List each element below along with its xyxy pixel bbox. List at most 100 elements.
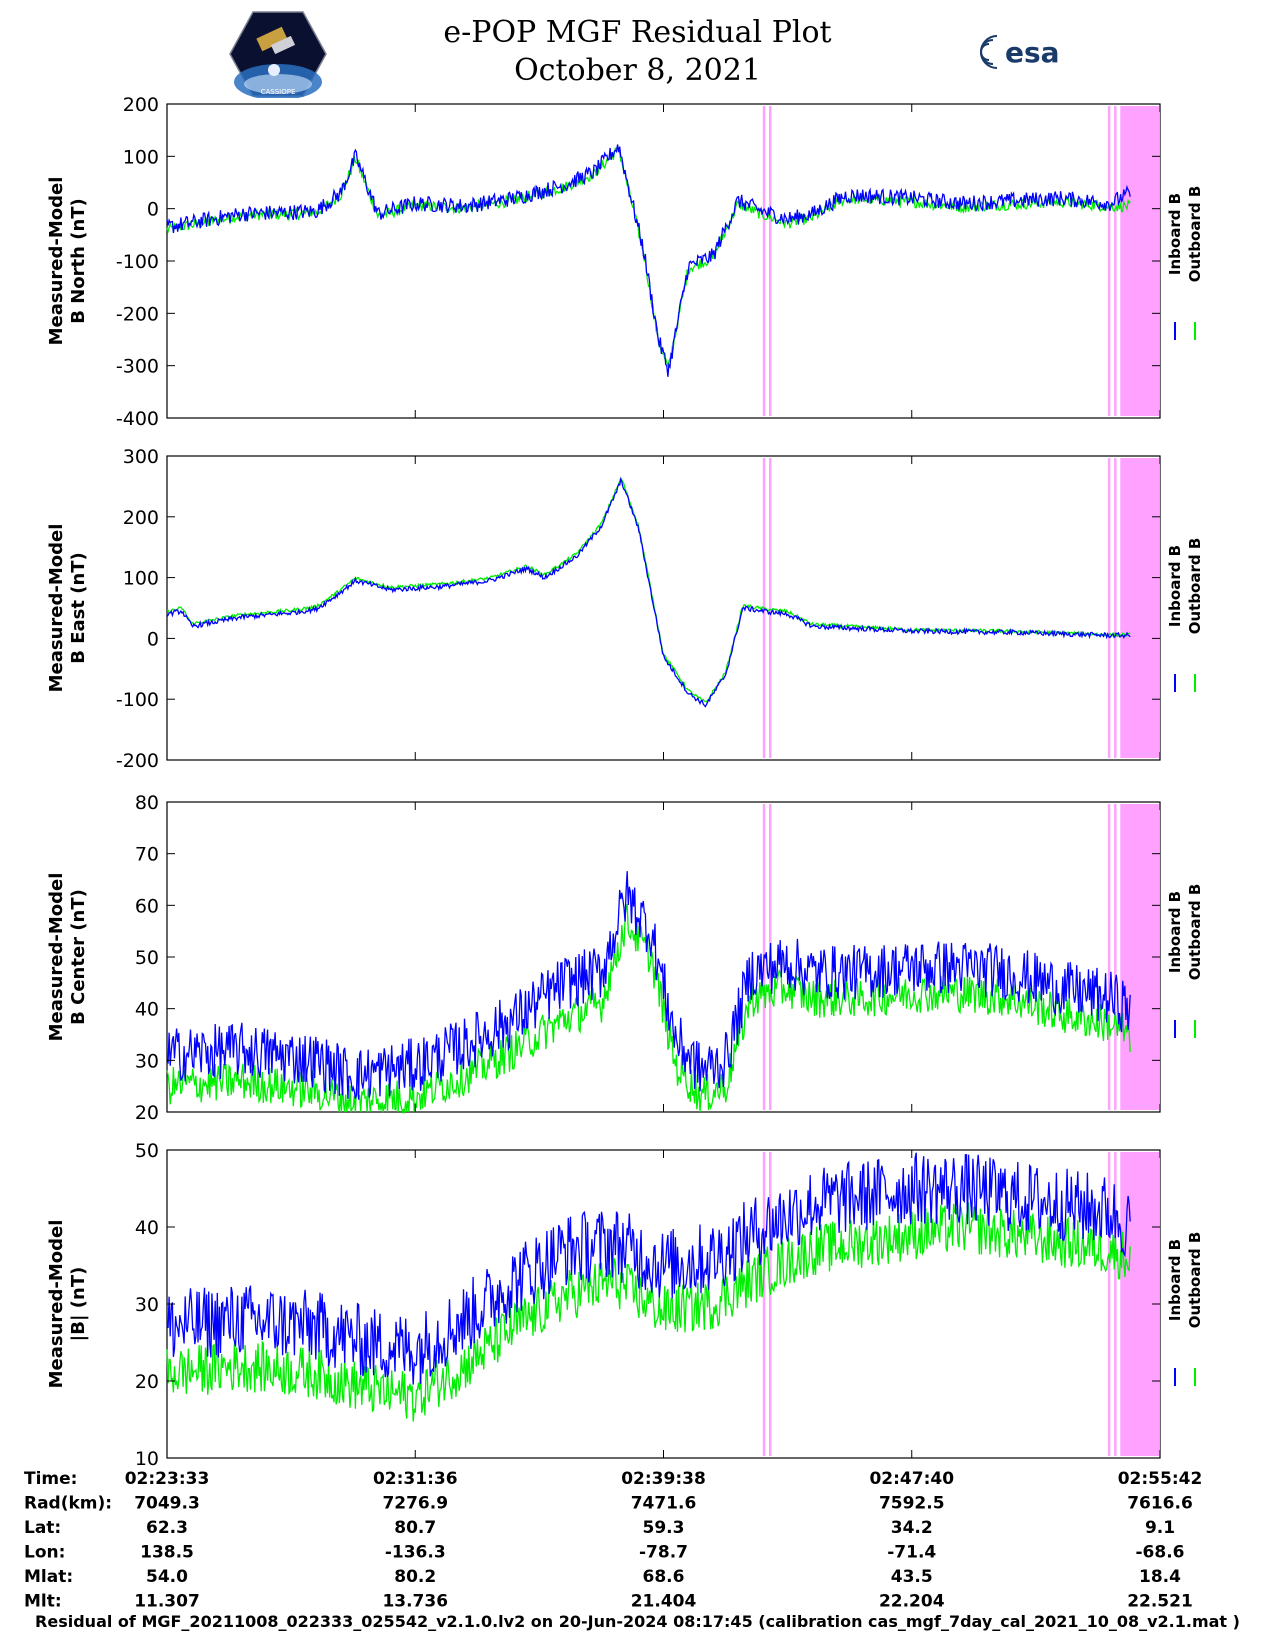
plot-frame-2 [166,455,1161,761]
ylabel-line2-2: B East (nT) [68,552,89,664]
info-label-4: Lon: [24,1543,65,1563]
info-value-2-2: 7276.9 [382,1494,448,1514]
series-line-outboard-4 [166,1202,1131,1422]
ylabel-3: Measured-Model B Center (nT) [46,873,89,1042]
ylabel-line2-4: |B| (nT) [68,1267,89,1342]
info-value-5-3: 9.1 [1145,1518,1175,1538]
ylabel-2: Measured-Model B East (nT) [46,524,89,693]
info-value-4-3: 34.2 [891,1518,933,1538]
ytick-label-3-3: 40 [135,999,159,1021]
info-value-1-2: 7049.3 [134,1494,200,1514]
flag-region-4-3 [1107,1152,1111,1456]
ytick-label-1-1: -400 [116,408,159,430]
plot-frame-3 [166,801,1161,1113]
flag-region-4-2 [769,1152,772,1456]
flag-region-4-4 [1114,1152,1117,1456]
flag-region-2-3 [1107,458,1111,758]
ytick-label-3-7: 80 [135,792,159,814]
info-value-3-4: -78.7 [639,1543,688,1563]
flag-region-3-3 [1107,804,1111,1110]
ylabel-line2-3: B Center (nT) [68,889,89,1025]
info-value-1-4: 138.5 [140,1543,194,1563]
ytick-label-1-2: -300 [116,356,159,378]
info-value-3-6: 21.404 [631,1592,697,1612]
info-label-5: Mlat: [24,1567,73,1587]
legend-2: Inboard B Outboard B [1166,538,1204,635]
info-value-4-5: 43.5 [891,1567,933,1587]
ytick-label-1-3: -200 [116,303,159,325]
cassiope-logo-text: CASSIOPE [261,88,296,96]
flag-region-1-3 [1107,106,1111,416]
ytick-label-1-4: -100 [116,251,159,273]
ytick-label-2-6: 300 [123,446,159,468]
ytick-label-2-4: 100 [123,568,159,590]
info-value-4-4: -71.4 [887,1543,936,1563]
ytick-label-3-6: 70 [135,844,159,866]
info-value-1-5: 54.0 [146,1567,188,1587]
info-value-2-6: 13.736 [382,1592,448,1612]
info-value-2-5: 80.2 [394,1567,436,1587]
ylabel-line2-1: B North (nT) [68,198,89,324]
series-line-outboard-1 [166,144,1131,367]
legend-label-3-2: Outboard B [1186,884,1204,981]
flag-region-1-2 [769,106,772,416]
ytick-label-3-4: 50 [135,947,159,969]
ylabel-line1-1: Measured-Model [46,177,67,346]
info-value-3-1: 02:39:38 [621,1469,706,1489]
title-line-1: e-POP MGF Residual Plot [443,15,832,50]
legend-1: Inboard B Outboard B [1166,186,1204,283]
info-value-4-2: 7592.5 [879,1494,945,1514]
info-value-1-6: 11.307 [134,1592,200,1612]
esa-logo: esa [980,35,1060,69]
legend-label-4-1: Inboard B [1166,1239,1184,1321]
ytick-label-1-5: 0 [147,199,159,221]
legend-label-2-2: Outboard B [1186,538,1204,635]
info-label-6: Mlt: [24,1592,62,1612]
info-label-2: Rad(km): [24,1494,112,1514]
info-value-1-3: 62.3 [146,1518,188,1538]
flag-region-1-1 [762,106,766,416]
ytick-label-4-3: 30 [135,1294,159,1316]
series-line-outboard-3 [166,904,1131,1115]
footer-caption: Residual of MGF_20211008_022333_025542_v… [35,1612,1240,1631]
ytick-label-3-5: 60 [135,895,159,917]
ytick-label-2-5: 200 [123,507,159,529]
ylabel-line1-4: Measured-Model [46,1220,67,1389]
ytick-label-3-1: 20 [135,1102,159,1124]
info-value-5-1: 02:55:42 [1118,1469,1203,1489]
info-value-1-1: 02:23:33 [125,1469,210,1489]
page-title: e-POP MGF Residual Plot October 8, 2021 [0,14,1275,90]
info-value-3-5: 68.6 [643,1567,685,1587]
info-label-1: Time: [24,1469,77,1489]
title-line-2: October 8, 2021 [514,53,761,88]
ytick-label-3-2: 30 [135,1050,159,1072]
flag-region-1-4 [1114,106,1117,416]
ytick-label-1-7: 200 [123,94,159,116]
ylabel-1: Measured-Model B North (nT) [46,177,89,346]
cassiope-logo: CASSIOPE [229,11,327,98]
ytick-label-2-1: -200 [116,750,159,772]
ytick-label-2-3: 0 [147,628,159,650]
ytick-label-2-2: -100 [116,689,159,711]
info-value-5-6: 22.521 [1127,1592,1193,1612]
series-line-inboard-4 [166,1152,1131,1385]
legend-label-2-1: Inboard B [1166,545,1184,627]
legend-label-3-1: Inboard B [1166,891,1184,973]
ylabel-line1-2: Measured-Model [46,524,67,693]
series-line-inboard-1 [166,144,1131,377]
flag-region-2-4 [1114,458,1117,758]
info-value-5-4: -68.6 [1136,1543,1185,1563]
info-value-4-1: 02:47:40 [869,1469,954,1489]
flag-region-2-2 [769,458,772,758]
ytick-label-4-1: 10 [135,1448,159,1470]
ylabel-line1-3: Measured-Model [46,873,67,1042]
info-value-3-3: 59.3 [643,1518,685,1538]
flag-region-3-4 [1114,804,1117,1110]
info-value-4-6: 22.204 [879,1592,945,1612]
info-value-2-3: 80.7 [394,1518,436,1538]
legend-label-1-1: Inboard B [1166,193,1184,275]
plot-frame-1 [166,103,1161,419]
info-value-5-5: 18.4 [1139,1567,1181,1587]
series-line-inboard-2 [166,477,1131,708]
